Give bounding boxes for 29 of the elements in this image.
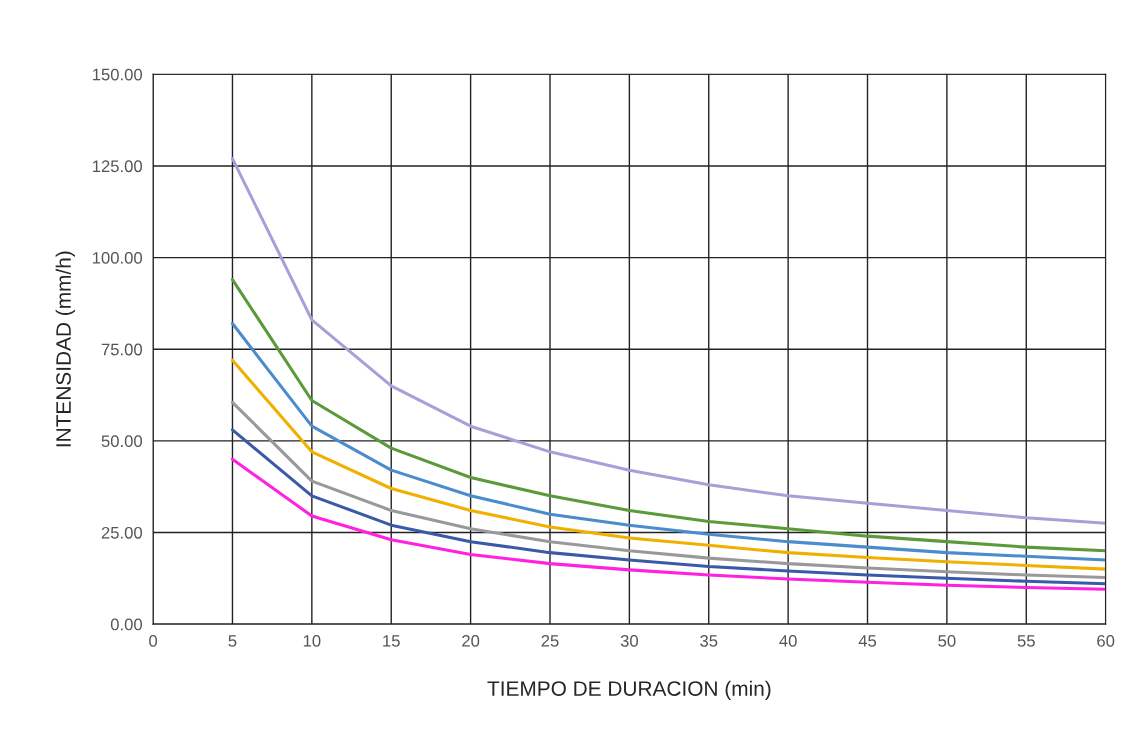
y-tick-label: 50.00 — [101, 435, 143, 448]
x-tick-label: 50 — [938, 634, 956, 647]
x-tick-label: 25 — [541, 634, 559, 647]
y-tick-label: 125.00 — [92, 160, 143, 173]
line-series — [230, 358, 1106, 571]
x-tick-label: 55 — [1017, 635, 1035, 647]
y-tick-label: 25.00 — [101, 526, 143, 539]
x-tick-label: 35 — [700, 634, 718, 647]
x-tick-label: 60 — [1097, 634, 1115, 647]
x-tick-label: 10 — [303, 634, 321, 647]
x-tick-label: 0 — [149, 634, 158, 647]
x-tick-label: 40 — [779, 634, 797, 647]
y-tick-label: 150.00 — [92, 68, 143, 81]
line-series — [230, 428, 1106, 586]
y-tick-label: 75.00 — [101, 343, 143, 356]
y-tick-label: 0.00 — [110, 618, 143, 631]
x-tick-label: 5 — [228, 635, 237, 647]
y-axis-title: INTENSIDAD (mm/h) — [55, 251, 76, 447]
line-series — [230, 278, 1106, 553]
line-series — [230, 157, 1106, 525]
y-tick-label: 100.00 — [92, 251, 143, 264]
line-series — [230, 322, 1106, 562]
x-axis-title: TIEMPO DE DURACION (min) — [487, 680, 771, 701]
x-tick-label: 20 — [462, 634, 480, 647]
x-tick-label: 45 — [858, 635, 877, 647]
line-series — [230, 400, 1106, 580]
line-series — [230, 457, 1106, 591]
x-tick-label: 15 — [383, 635, 400, 647]
x-tick-label: 30 — [620, 634, 638, 647]
